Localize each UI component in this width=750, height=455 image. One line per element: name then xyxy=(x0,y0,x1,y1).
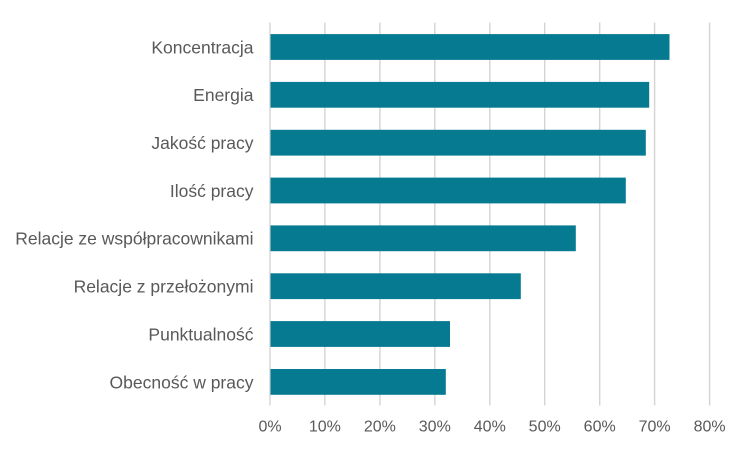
svg-text:50%: 50% xyxy=(529,419,561,436)
svg-text:30%: 30% xyxy=(419,419,451,436)
svg-text:Punktualność: Punktualność xyxy=(148,324,253,344)
svg-text:10%: 10% xyxy=(309,419,341,436)
svg-text:Relacje ze współpracownikami: Relacje ze współpracownikami xyxy=(15,229,253,249)
svg-text:Energia: Energia xyxy=(193,85,254,105)
svg-text:Jakość pracy: Jakość pracy xyxy=(151,133,253,153)
svg-text:80%: 80% xyxy=(694,419,726,436)
svg-text:Ilość pracy: Ilość pracy xyxy=(170,181,254,201)
svg-text:70%: 70% xyxy=(639,419,671,436)
svg-text:40%: 40% xyxy=(474,419,506,436)
svg-text:20%: 20% xyxy=(364,419,396,436)
svg-text:Koncentracja: Koncentracja xyxy=(151,37,253,57)
svg-text:Relacje z przełożonymi: Relacje z przełożonymi xyxy=(74,277,254,297)
svg-text:60%: 60% xyxy=(584,419,616,436)
svg-text:Obecność w pracy: Obecność w pracy xyxy=(110,372,254,392)
svg-text:0%: 0% xyxy=(258,419,281,436)
